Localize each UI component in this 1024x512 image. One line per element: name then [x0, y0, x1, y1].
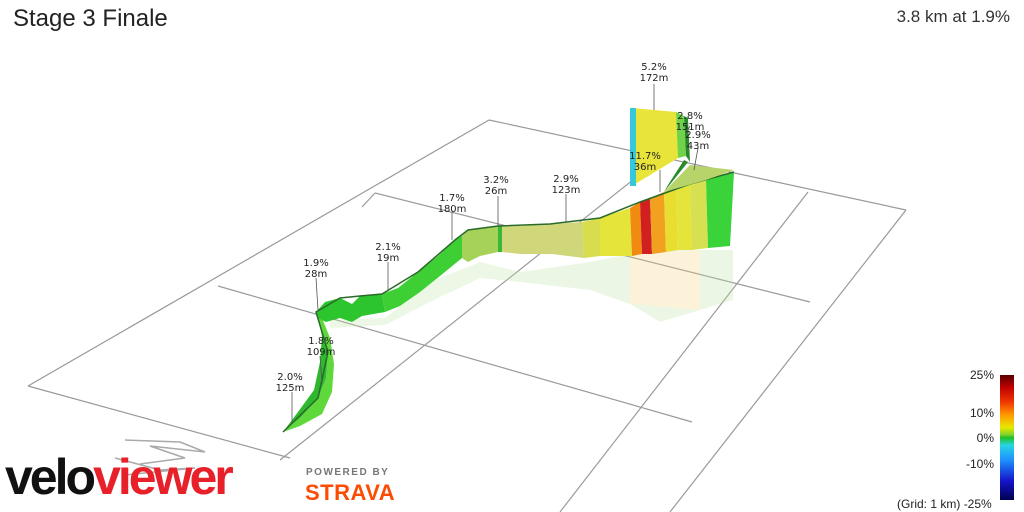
- ribbon-segment: [630, 108, 636, 186]
- segment-label-texts: 5.2% 172m 2.8% 151m 2.9% 43m 11.7% 36m 3…: [276, 62, 711, 394]
- ribbon-segment: [664, 160, 688, 192]
- label-length: 43m: [687, 141, 709, 152]
- label-grade: 3.2%: [483, 175, 508, 186]
- powered-by-text: POWERED BY: [306, 467, 390, 478]
- label-grade: 2.8%: [677, 111, 702, 122]
- strava-logo[interactable]: STRAVA: [305, 480, 396, 505]
- grid-scale-note: (Grid: 1 km) -25%: [897, 497, 992, 511]
- legend-tick: -10%: [965, 457, 994, 471]
- ribbon-segment: [316, 294, 385, 322]
- ribbon-segment: [706, 172, 734, 248]
- veloviewer-logo[interactable]: veloviewer: [5, 449, 234, 505]
- route-shadow: [114, 439, 206, 476]
- label-length: 36m: [634, 162, 656, 173]
- label-grade: 1.8%: [308, 336, 333, 347]
- ribbon-segment: [640, 198, 652, 254]
- ribbon-segment: [382, 236, 462, 312]
- ribbon-segment: [650, 192, 666, 254]
- label-length: 123m: [552, 185, 581, 196]
- grid-line: [559, 191, 809, 512]
- ribbon-segment: [462, 226, 498, 262]
- elevation-ribbon: [282, 108, 735, 433]
- ribbon-segment: [498, 226, 502, 252]
- page-title: Stage 3 Finale: [13, 5, 168, 32]
- ribbon-segment: [582, 218, 600, 258]
- ribbon-segment: [600, 208, 632, 256]
- route-summary: 3.8 km at 1.9%: [896, 7, 1010, 26]
- ribbon-segment: [283, 312, 328, 432]
- ribbon-segment: [283, 312, 334, 432]
- grid-line: [361, 192, 376, 208]
- label-length: 180m: [438, 204, 467, 215]
- label-grade: 1.7%: [439, 193, 464, 204]
- ribbon-segment: [630, 202, 642, 256]
- grid-line: [669, 209, 907, 512]
- label-grade: 5.2%: [641, 62, 666, 73]
- ribbon-segment: [632, 108, 678, 186]
- label-length: 125m: [276, 383, 305, 394]
- ribbon-segment: [664, 188, 678, 252]
- label-grade: 1.9%: [303, 258, 328, 269]
- ribbon-segment: [684, 116, 690, 162]
- label-length: 151m: [676, 122, 705, 133]
- label-grade: 11.7%: [629, 151, 661, 162]
- grid-line: [488, 119, 907, 211]
- ribbon-top-edge: [282, 171, 735, 433]
- ground-grid: [27, 119, 907, 512]
- label-grade: 2.9%: [685, 130, 710, 141]
- ribbon-segment: [690, 180, 708, 250]
- label-length: 26m: [485, 186, 507, 197]
- gradient-legend-bar: [1000, 375, 1014, 500]
- legend-tick: 10%: [969, 406, 994, 420]
- label-length: 109m: [307, 347, 336, 358]
- logo-velo: velo: [5, 449, 96, 505]
- label-grade: 2.9%: [553, 174, 578, 185]
- ribbon-segment: [676, 112, 686, 158]
- legend-tick: 0%: [976, 431, 994, 445]
- segment-labels: [291, 84, 699, 424]
- label-length: 172m: [640, 73, 669, 84]
- grid-line: [279, 167, 649, 461]
- label-grade: 2.1%: [375, 242, 400, 253]
- logo-viewer: viewer: [93, 449, 234, 505]
- label-grade: 2.0%: [277, 372, 302, 383]
- grid-line: [27, 119, 490, 387]
- grid-line: [27, 385, 291, 459]
- ribbon-segment: [676, 184, 692, 250]
- label-length: 19m: [377, 253, 399, 264]
- label-length: 28m: [305, 269, 327, 280]
- grid-line: [217, 285, 693, 423]
- ribbon-reflection: [330, 250, 733, 328]
- legend-tick: 25%: [969, 368, 994, 382]
- ribbon-segment: [664, 165, 734, 192]
- ribbon-segment: [502, 222, 584, 258]
